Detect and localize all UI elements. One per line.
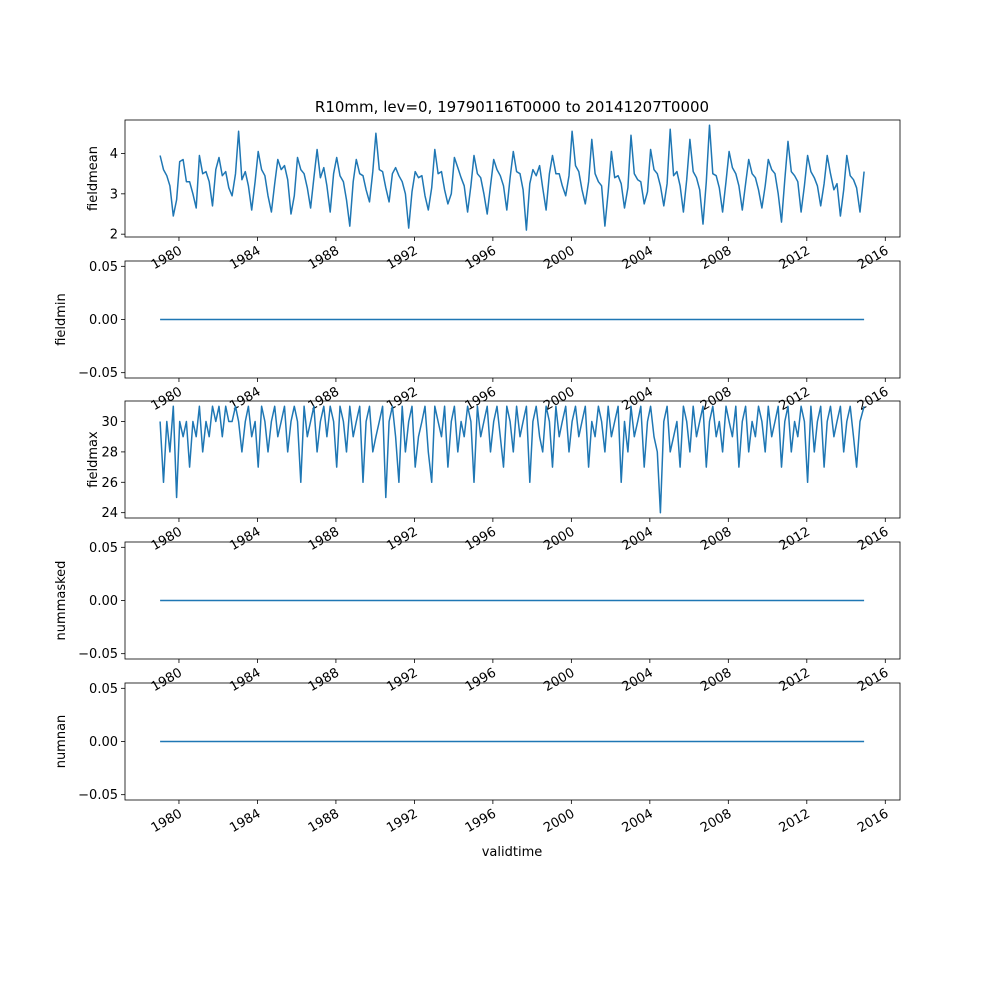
- x-tick-label: 2016: [855, 524, 891, 554]
- x-tick-label: 1984: [227, 384, 263, 414]
- x-tick-label: 1984: [227, 806, 263, 836]
- x-tick-label: 2016: [855, 665, 891, 695]
- axes-frame: [124, 400, 901, 519]
- x-tick-label: 1980: [149, 665, 185, 695]
- x-tick-label: 2012: [777, 806, 813, 836]
- y-axis-label-nummasked: nummasked: [54, 561, 69, 641]
- x-tick-label: 2012: [777, 384, 813, 414]
- x-tick-label: 2008: [698, 524, 734, 554]
- subplots: 2 3 4 fieldmean 1980 1984 1988 1992 1996 2000 2004…: [54, 119, 901, 836]
- x-tick-label: 1996: [463, 665, 499, 695]
- y-tick-label: 0.00: [89, 735, 118, 750]
- y-tick-label: 28: [101, 445, 118, 460]
- y-tick-label: −0.05: [78, 647, 118, 662]
- y-tick-label: 2: [110, 228, 118, 243]
- y-tick-label: 4: [110, 147, 118, 162]
- subplot-fieldmean: 2 3 4 fieldmean 1980 1984 1988 1992 1996 2000 2004…: [86, 119, 901, 273]
- y-tick-label: 0.05: [89, 541, 118, 556]
- x-tick-label: 2000: [541, 524, 577, 554]
- y-axis-label-fieldmax: fieldmax: [86, 431, 101, 488]
- x-tick-label: 1984: [227, 524, 263, 554]
- y-tick-label: 0.00: [89, 313, 118, 328]
- x-tick-label: 2012: [777, 665, 813, 695]
- x-tick-label: 2004: [620, 806, 656, 836]
- x-tick-label: 1980: [149, 524, 185, 554]
- x-tick-label: 1988: [306, 243, 342, 273]
- x-tick-label: 1980: [149, 806, 185, 836]
- x-tick-label: 2016: [855, 806, 891, 836]
- x-tick-label: 1988: [306, 524, 342, 554]
- y-tick-label: 26: [101, 476, 118, 491]
- x-tick-label: 2000: [541, 243, 577, 273]
- x-tick-label: 1992: [384, 806, 420, 836]
- x-tick-label: 1980: [149, 384, 185, 414]
- y-axis-label-numnan: numnan: [54, 715, 69, 769]
- y-tick-label: −0.05: [78, 366, 118, 381]
- x-tick-label: 1996: [463, 524, 499, 554]
- y-tick-label: −0.05: [78, 788, 118, 803]
- series-line-fieldmax: [159, 405, 865, 514]
- x-tick-label: 2004: [620, 524, 656, 554]
- x-tick-label: 1988: [306, 806, 342, 836]
- y-tick-label: 30: [101, 415, 118, 430]
- x-tick-label: 2012: [777, 243, 813, 273]
- y-tick-label: 0.00: [89, 594, 118, 609]
- x-tick-label: 2000: [541, 806, 577, 836]
- chart-title: R10mm, lev=0, 19790116T0000 to 20141207T…: [315, 98, 709, 116]
- x-tick-label: 2016: [855, 384, 891, 414]
- x-tick-label: 2016: [855, 243, 891, 273]
- axes-frame: [124, 119, 901, 238]
- x-tick-label: 2012: [777, 524, 813, 554]
- y-tick-label: 3: [110, 187, 118, 202]
- subplot-nummasked: −0.05 0.00 0.05 nummasked 1980 1984 1988 1992 19…: [54, 541, 901, 695]
- subplot-numnan: −0.05 0.00 0.05 numnan 1980 1984 1988 1992 1996 2…: [54, 682, 901, 836]
- x-tick-label: 1984: [227, 243, 263, 273]
- y-tick-label: 0.05: [89, 260, 118, 275]
- x-tick-label: 2000: [541, 665, 577, 695]
- x-tick-label: 2008: [698, 243, 734, 273]
- y-tick-label: 24: [101, 506, 118, 521]
- x-tick-label: 1980: [149, 243, 185, 273]
- x-tick-label: 2008: [698, 665, 734, 695]
- series-line-fieldmean: [159, 124, 865, 231]
- x-tick-label: 1992: [384, 665, 420, 695]
- x-tick-label: 1992: [384, 243, 420, 273]
- y-tick-label: 0.05: [89, 682, 118, 697]
- x-axis-label: validtime: [482, 845, 543, 860]
- x-tick-label: 1984: [227, 665, 263, 695]
- x-tick-label: 1996: [463, 243, 499, 273]
- x-tick-label: 1996: [463, 806, 499, 836]
- x-tick-label: 2008: [698, 806, 734, 836]
- x-tick-label: 1988: [306, 665, 342, 695]
- y-axis-label-fieldmean: fieldmean: [86, 146, 101, 211]
- x-tick-label: 1992: [384, 524, 420, 554]
- y-axis-label-fieldmin: fieldmin: [54, 293, 69, 346]
- x-tick-label: 2004: [620, 243, 656, 273]
- x-tick-label: 2004: [620, 665, 656, 695]
